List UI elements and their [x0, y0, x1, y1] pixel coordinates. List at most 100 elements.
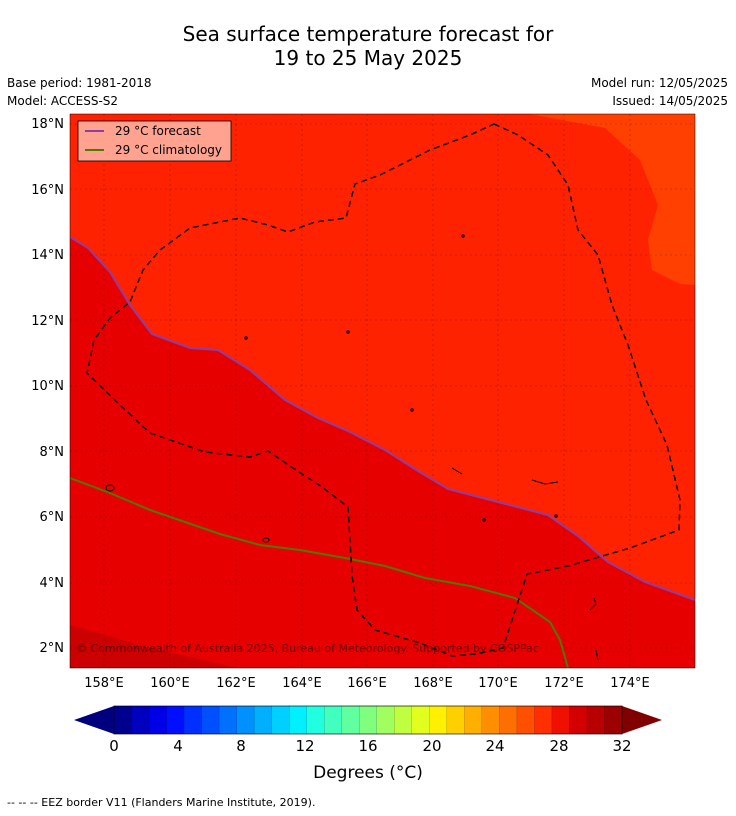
colorbar-cell — [148, 705, 168, 735]
lon-tick-label: 162°E — [216, 676, 256, 691]
islands — [105, 234, 599, 661]
lat-tick-label: 10°N — [31, 379, 64, 394]
lat-tick-label: 4°N — [40, 576, 65, 591]
colorbar-cell — [201, 705, 220, 735]
sst-region-hottest — [70, 625, 238, 668]
lon-tick-label: 164°E — [282, 676, 322, 691]
colorbar-cell — [183, 705, 203, 735]
eez-border — [86, 123, 681, 657]
colorbar-frame — [113, 705, 623, 735]
lon-tick-label: 158°E — [84, 676, 124, 691]
colorbar-cell — [113, 705, 133, 735]
colorbar-cell — [253, 705, 273, 735]
climatology-29c-contour — [70, 477, 569, 668]
meta-left: Base period: 1981-2018 Model: ACCESS-S2 — [7, 74, 152, 110]
lat-tick-label: 12°N — [31, 314, 64, 329]
map-legend: 29 °C forecast 29 °C climatology — [77, 120, 232, 162]
atoll-south — [595, 649, 599, 661]
colorbar-cell — [376, 705, 395, 735]
colorbar-tick-label: 16 — [358, 737, 377, 755]
colorbar-cell — [429, 705, 448, 735]
lon-axis: 158°E 160°E 162°E 164°E 166°E 168°E 170°… — [84, 676, 650, 691]
lat-tick-label: 16°N — [31, 183, 64, 198]
colorbar-cell — [271, 705, 290, 735]
island-kosrae — [262, 537, 270, 543]
colorbar-tick-label: 12 — [295, 737, 314, 755]
legend-climatology-label: 29 °C climatology — [115, 143, 222, 157]
lon-tick-label: 168°E — [413, 676, 453, 691]
colorbar-cell — [464, 705, 483, 735]
footnote: -- -- -- EEZ border V11 (Flanders Marine… — [7, 796, 316, 809]
atoll-majuro — [531, 479, 559, 485]
colorbar-tick-label: 8 — [236, 737, 246, 755]
lat-axis: 18°N 16°N 14°N 12°N 10°N 8°N 6°N 4°N 2°N — [31, 117, 64, 656]
colorbar-cell — [166, 705, 185, 735]
colorbar-cell — [341, 705, 360, 735]
island-dot-2 — [346, 330, 350, 334]
colorbar-cell — [306, 705, 325, 735]
lat-tick-label: 8°N — [40, 445, 65, 460]
map-frame — [69, 113, 696, 669]
colorbar-label: Degrees (°C) — [313, 763, 423, 783]
sst-region-top-right — [530, 114, 695, 285]
forecast-29c-contour — [70, 236, 695, 601]
lon-tick-label: 174°E — [610, 676, 650, 691]
colorbar-cell — [131, 705, 150, 735]
colorbar-cell — [288, 705, 308, 735]
colorbar-cell — [481, 705, 500, 735]
colorbar-cell — [446, 705, 465, 735]
lon-tick-label: 172°E — [544, 676, 584, 691]
map-area: © Commonwealth of Australia 2025, Bureau… — [70, 114, 695, 668]
colorbar-cell — [359, 705, 378, 735]
island-pohnpei — [105, 484, 115, 492]
lat-tick-label: 6°N — [40, 510, 65, 525]
sst-region-hot — [70, 237, 695, 668]
title-line-1: Sea surface temperature forecast for — [182, 22, 554, 46]
colorbar-cell — [218, 705, 238, 735]
colorbar-cell — [569, 705, 588, 735]
colorbar-tick-label: 20 — [422, 737, 441, 755]
colorbar-cell — [499, 705, 518, 735]
meta-right: Model run: 12/05/2025 Issued: 14/05/2025 — [591, 74, 728, 110]
colorbar-tick-label: 28 — [549, 737, 568, 755]
legend-forecast-label: 29 °C forecast — [115, 124, 201, 138]
island-dot-6 — [554, 514, 558, 518]
lat-tick-label: 18°N — [31, 117, 64, 132]
grid-lines — [70, 114, 695, 668]
colorbar: 0 4 8 12 16 20 24 28 32 — [74, 705, 662, 755]
atoll-kwajalein — [451, 467, 463, 475]
title-line-2: 19 to 25 May 2025 — [273, 46, 463, 70]
colorbar-cell — [236, 705, 255, 735]
colorbar-cell — [324, 705, 343, 735]
colorbar-tick-label: 24 — [485, 737, 504, 755]
lon-tick-label: 166°E — [347, 676, 387, 691]
model-run: Model run: 12/05/2025 — [590, 76, 728, 90]
colorbar-cell — [534, 705, 553, 735]
colorbar-cell — [551, 705, 571, 735]
colorbar-ticks: 0 4 8 12 16 20 24 28 32 — [109, 737, 631, 755]
colorbar-cell — [586, 705, 606, 735]
legend-box — [77, 120, 232, 162]
lon-tick-label: 170°E — [478, 676, 518, 691]
island-dot-3 — [244, 336, 248, 340]
base-period: Base period: 1981-2018 — [7, 76, 152, 90]
colorbar-cell — [394, 705, 413, 735]
copyright-text: © Commonwealth of Australia 2025, Bureau… — [76, 642, 539, 655]
island-dot-5 — [482, 518, 486, 522]
lat-tick-label: 14°N — [31, 248, 64, 263]
colorbar-cell — [516, 705, 536, 735]
colorbar-cells — [113, 705, 623, 735]
colorbar-cell — [411, 705, 430, 735]
colorbar-under-arrow — [74, 706, 114, 734]
colorbar-over-arrow — [622, 706, 662, 734]
colorbar-tick-label: 0 — [109, 737, 119, 755]
chart-title: Sea surface temperature forecast for 19 … — [0, 22, 736, 70]
colorbar-cell — [604, 705, 623, 735]
issued-date: Issued: 14/05/2025 — [612, 94, 728, 108]
island-dot-1 — [461, 234, 465, 238]
lon-tick-label: 160°E — [150, 676, 190, 691]
colorbar-tick-label: 32 — [612, 737, 631, 755]
atoll-tarawa — [589, 597, 597, 611]
island-dot-4 — [410, 408, 414, 412]
